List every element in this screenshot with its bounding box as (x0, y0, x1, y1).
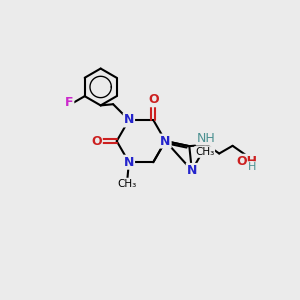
Text: CH₃: CH₃ (118, 178, 137, 189)
Text: O: O (91, 135, 102, 148)
Text: H: H (248, 162, 256, 172)
Text: CH₃: CH₃ (195, 147, 214, 157)
Text: N: N (124, 113, 134, 127)
Text: NH: NH (196, 132, 215, 145)
Text: O: O (148, 93, 159, 106)
Text: N: N (124, 156, 134, 169)
Text: N: N (187, 164, 197, 177)
Text: N: N (160, 135, 171, 148)
Text: OH: OH (236, 155, 257, 168)
Text: F: F (65, 96, 74, 109)
